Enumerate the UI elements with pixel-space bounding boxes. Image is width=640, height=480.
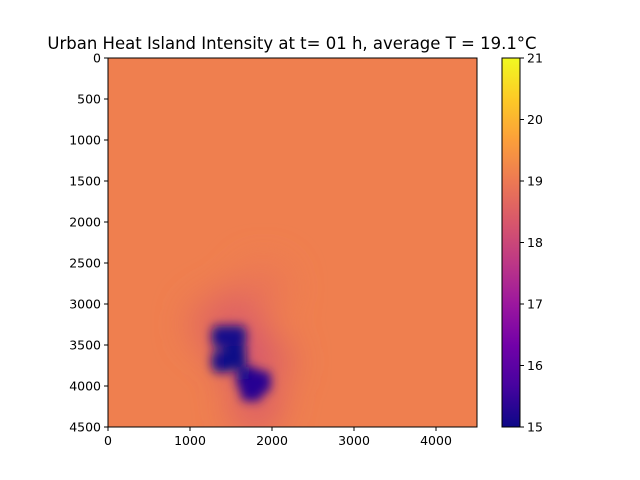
plot-frame: [107, 57, 478, 428]
colorbar-tick-label: 17: [527, 297, 543, 312]
x-tick-label: 4000: [420, 433, 452, 448]
cold-spot: [224, 325, 247, 348]
colorbar-tick-label: 21: [527, 51, 543, 66]
colorbar-tick-label: 20: [527, 112, 543, 127]
cold-spot: [224, 346, 247, 369]
cold-spot-layer: [211, 325, 271, 402]
y-tick-label: 1000: [69, 133, 101, 148]
y-tick-label: 4000: [69, 379, 101, 394]
y-tick-label: 0: [93, 51, 101, 66]
colorbar: 15 16 17 18 19 20 21: [501, 51, 543, 435]
y-tick-label: 3500: [69, 338, 101, 353]
x-tick-label: 2000: [256, 433, 288, 448]
cold-spot: [240, 379, 263, 402]
colorbar-tick-label: 18: [527, 235, 543, 250]
x-tick-label: 1000: [174, 433, 206, 448]
colorbar-gradient: [502, 58, 520, 427]
x-axis: 0 1000 2000 3000 4000: [104, 427, 452, 448]
x-tick-label: 3000: [338, 433, 370, 448]
y-tick-label: 1500: [69, 174, 101, 189]
y-tick-label: 2000: [69, 215, 101, 230]
heat-map-background: [108, 58, 477, 427]
chart-title: Urban Heat Island Intensity at t= 01 h, …: [47, 34, 536, 53]
y-tick-label: 2500: [69, 256, 101, 271]
y-tick-label: 4500: [69, 420, 101, 435]
y-axis: 0 500 1000 1500 2000 2500 3000 3500 4000 4500: [69, 51, 108, 435]
y-tick-label: 3000: [69, 297, 101, 312]
plot-area: [107, 57, 478, 428]
halo-spot: [239, 263, 288, 312]
y-tick-label: 500: [77, 92, 101, 107]
colorbar-ticks: 15 16 17 18 19 20 21: [520, 51, 543, 435]
colorbar-tick-label: 16: [527, 358, 543, 373]
x-tick-label: 0: [104, 433, 112, 448]
colorbar-tick-label: 19: [527, 174, 543, 189]
colorbar-tick-label: 15: [527, 420, 543, 435]
